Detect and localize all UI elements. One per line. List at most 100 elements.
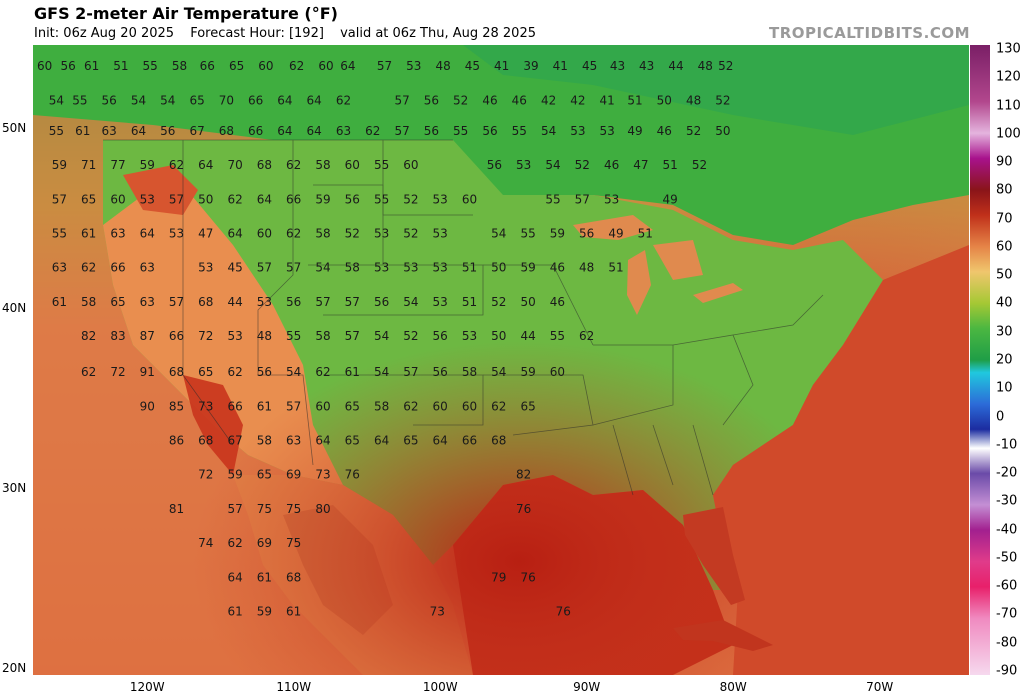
temperature-value: 55: [512, 124, 527, 138]
temperature-value: 50: [491, 329, 506, 343]
temperature-value: 54: [541, 124, 556, 138]
temperature-value: 75: [286, 536, 301, 550]
temperature-value: 55: [374, 192, 389, 206]
temperature-value: 53: [403, 261, 418, 275]
temperature-value: 62: [365, 124, 380, 138]
temperature-value: 80: [315, 502, 330, 516]
temperature-value: 57: [169, 295, 184, 309]
temperature-value: 61: [81, 227, 96, 241]
temperature-value: 62: [336, 93, 351, 107]
colorbar-tick-label: 120: [996, 69, 1021, 85]
longitude-label: 80W: [719, 680, 747, 694]
temperature-value: 51: [663, 158, 678, 172]
temperature-value: 69: [257, 536, 272, 550]
temperature-value: 47: [198, 227, 213, 241]
temperature-value: 60: [315, 399, 330, 413]
temperature-value: 57: [345, 295, 360, 309]
temperature-value: 64: [227, 570, 242, 584]
temperature-value: 50: [715, 124, 730, 138]
temperature-value: 68: [219, 124, 234, 138]
cuba: [673, 620, 773, 651]
colorbar-tick-label: -10: [996, 437, 1018, 453]
temperature-value: 51: [608, 261, 623, 275]
temperature-value: 61: [257, 399, 272, 413]
temperature-value: 53: [433, 227, 448, 241]
temperature-value: 58: [315, 329, 330, 343]
temperature-value: 63: [102, 124, 117, 138]
temperature-value: 72: [198, 468, 213, 482]
colorbar-tick-label: 20: [996, 352, 1013, 368]
temperature-value: 57: [394, 93, 409, 107]
temperature-value: 63: [286, 434, 301, 448]
colorbar-tick-label: -40: [996, 522, 1018, 538]
temperature-value: 61: [52, 295, 67, 309]
colorbar-tick-label: 60: [996, 239, 1013, 255]
temperature-value: 43: [639, 59, 654, 73]
colorbar-tick-label: 80: [996, 182, 1013, 198]
temperature-value: 46: [550, 261, 565, 275]
temperature-value: 59: [550, 227, 565, 241]
temperature-value: 52: [692, 158, 707, 172]
temperature-value: 55: [52, 227, 67, 241]
temperature-value: 60: [462, 192, 477, 206]
temperature-value: 66: [110, 261, 125, 275]
latitude-label: 40N: [2, 300, 27, 315]
temperature-value: 41: [600, 93, 615, 107]
longitude-label: 120W: [129, 680, 165, 694]
temperature-values: 60 56 61 51 55 58 66 65 60 62 60 64 57 53 48 45 41 39 41 45…: [37, 59, 733, 618]
temperature-value: 60: [37, 59, 52, 73]
temperature-value: 73: [315, 468, 330, 482]
brand-watermark: TROPICALTIDBITS.COM: [769, 24, 970, 42]
temperature-value: 57: [52, 192, 67, 206]
colorbar-tick-label: 70: [996, 211, 1013, 227]
temperature-value: 48: [579, 261, 594, 275]
temperature-value: 44: [668, 59, 683, 73]
temperature-value: 56: [424, 93, 439, 107]
temperature-value: 61: [75, 124, 90, 138]
latitude-label: 20N: [2, 660, 27, 675]
map-title: GFS 2-meter Air Temperature (°F): [34, 4, 338, 23]
temperature-value: 59: [315, 192, 330, 206]
temperature-value: 56: [345, 192, 360, 206]
temperature-value: 56: [579, 227, 594, 241]
temperature-value: 57: [403, 365, 418, 379]
temperature-value: 55: [374, 158, 389, 172]
temperature-value: 53: [374, 227, 389, 241]
temperature-value: 75: [286, 502, 301, 516]
temperature-value: 65: [189, 93, 204, 107]
temperature-value: 61: [345, 365, 360, 379]
temperature-value: 48: [686, 93, 701, 107]
temperature-value: 64: [315, 434, 330, 448]
temperature-value: 57: [315, 295, 330, 309]
temperature-value: 68: [198, 434, 213, 448]
temperature-value: 53: [374, 261, 389, 275]
temperature-value: 62: [227, 365, 242, 379]
temperature-value: 66: [462, 434, 477, 448]
temperature-value: 56: [374, 295, 389, 309]
temperature-value: 65: [198, 365, 213, 379]
temperature-value: 62: [81, 261, 96, 275]
temperature-value: 51: [113, 59, 128, 73]
temperature-value: 44: [520, 329, 535, 343]
temperature-value: 65: [403, 434, 418, 448]
temperature-value: 57: [345, 329, 360, 343]
colorbar-tick-label: -20: [996, 465, 1018, 481]
temperature-value: 54: [374, 329, 389, 343]
temperature-value: 59: [520, 365, 535, 379]
temperature-value: 64: [340, 59, 355, 73]
temperature-value: 61: [286, 605, 301, 619]
temperature-value: 59: [520, 261, 535, 275]
temperature-value: 64: [374, 434, 389, 448]
lake-michigan: [627, 250, 651, 315]
colorbar-tick-label: 0: [996, 409, 1005, 425]
temperature-value: 76: [556, 605, 571, 619]
temperature-value: 79: [491, 570, 506, 584]
temperature-value: 45: [582, 59, 597, 73]
temperature-value: 64: [131, 124, 146, 138]
temperature-value: 54: [374, 365, 389, 379]
temperature-value: 55: [550, 329, 565, 343]
valid-time: valid at 06z Thu, Aug 28 2025: [340, 26, 536, 41]
temperature-value: 68: [169, 365, 184, 379]
temperature-value: 53: [600, 124, 615, 138]
temperature-value: 57: [575, 192, 590, 206]
